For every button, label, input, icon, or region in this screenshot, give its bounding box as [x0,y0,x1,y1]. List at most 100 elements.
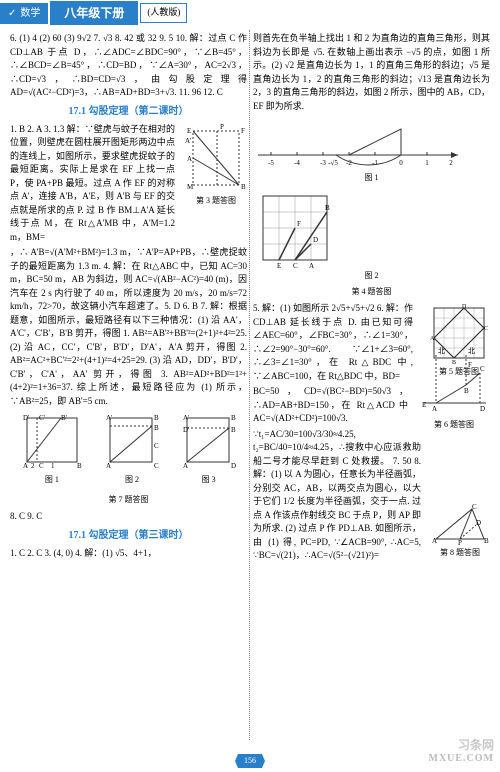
svg-text:A: A [183,462,188,470]
left-column: 6. (1) 4 (2) 60 (3) 9√2 7. √3 8. 42 或 32… [10,32,247,565]
svg-text:C: C [484,326,488,332]
svg-text:B': B' [231,414,236,422]
svg-text:A: A [309,262,314,268]
svg-text:B': B' [61,414,67,422]
svg-text:A: A [187,155,192,163]
svg-text:C: C [472,503,477,511]
svg-text:D: D [476,519,481,527]
svg-text:A: A [432,405,437,413]
svg-text:C': C' [39,414,45,422]
figure-6: 北北 AE BF CD 第 6 题答图 [418,345,490,435]
svg-text:1: 1 [51,462,55,470]
svg-text:A': A' [106,414,112,422]
fig3-svg: E F P A M B A' [185,123,247,193]
svg-text:B: B [231,426,236,434]
svg-text:A: A [106,462,111,470]
svg-text:B': B' [154,414,159,422]
answer-block-2b: ，∴ A'B=√(A'M²+BM²)=1.3 m，∵A'P=AP+PB，∴壁虎捉… [10,246,247,408]
fig7-label-3: 图 3 [181,474,236,486]
svg-text:A: A [430,336,435,342]
svg-text:B: B [154,424,159,432]
svg-text:D': D' [23,414,29,422]
svg-text:B: B [484,537,489,545]
fig2-caption: 图 2 [253,270,490,282]
right-block-1: 则首先在负半轴上找出 1 和 2 为直角边的直角三角形，则其斜边为长即是 √5.… [253,32,490,113]
svg-text:A: A [23,462,28,470]
svg-text:B: B [241,183,246,191]
fig7-label-1: 图 1 [21,474,83,486]
answer-block-3: 8. C 9. C [10,510,247,524]
svg-text:P: P [220,123,224,131]
svg-text:F: F [241,127,245,135]
fig7-panel-3: A' B' B D' A D 图 3 [181,412,236,490]
fig8-caption: 第 8 题答图 [430,547,490,559]
svg-text:-2: -2 [346,159,352,167]
fig4-caption: 第 4 题答图 [253,286,490,298]
figure-3: E F P A M B A' 第 3 题答图 [185,123,247,211]
page-header: ✓ 数学 八年级下册 (人教版) [0,0,500,26]
fig7-caption: 第 7 题答图 [10,494,247,506]
book-title: 八年级下册 [50,1,138,25]
svg-text:A: A [432,537,437,545]
svg-text:C: C [293,262,298,268]
watermark-url: MXUE.COM [429,751,495,766]
svg-text:北: 北 [468,347,475,355]
svg-text:-5: -5 [268,159,274,167]
fig1-caption: 图 1 [253,172,490,184]
svg-text:M: M [187,183,194,191]
brand-text: 数学 [20,6,40,21]
right-block-2b: BC=50，CD=√(BC²−BD²)=50√3，∴AD=AB+BD=150，在… [253,385,408,426]
svg-text:C: C [480,365,485,373]
figure-1: -5 -4 -3-√5 -2 -1 0 1 2 图 1 [253,115,490,184]
check-icon: ✓ [8,6,16,21]
svg-text:E: E [187,127,191,135]
svg-text:1: 1 [425,159,429,167]
figure-8: A B C P D 第 8 题答图 [430,503,490,563]
section-title-2: 17.1 勾股定理（第三课时） [10,528,247,543]
svg-text:F: F [468,361,472,369]
right-block-2a: 5. 解：(1) 如图所示 2√5+√5+√2 6. 解：作 CD⊥AB 延长线… [253,302,413,383]
svg-text:-3: -3 [320,159,326,167]
svg-text:B: B [464,387,469,395]
svg-text:0: 0 [399,159,403,167]
svg-text:A': A' [183,414,189,422]
svg-text:E: E [422,401,426,409]
svg-text:B: B [325,204,330,212]
svg-text:北: 北 [438,347,445,355]
section-title-1: 17.1 勾股定理（第二课时） [10,104,247,119]
svg-text:A': A' [185,137,191,145]
svg-text:P: P [458,539,462,545]
brand-badge: ✓ 数学 [0,3,48,24]
svg-text:2: 2 [31,462,35,470]
svg-text:D: D [313,236,318,244]
column-divider [249,30,250,740]
svg-text:D: D [480,405,485,413]
svg-text:C': C' [154,442,159,450]
svg-text:C: C [39,462,44,470]
fig7-panel-2: A' B' B C' A C 图 2 [104,412,159,490]
right-block-3: ∵t₁=AC/30=100√3/30≈4.25, t₂=BC/40=10/4≈4… [253,428,421,563]
answer-block-4: 1. C 2. C 3. (4, 0) 4. 解：(1) √5、4+1， [10,547,247,561]
fig7-label-2: 图 2 [104,474,159,486]
svg-text:D: D [462,304,467,310]
svg-text:B: B [77,462,82,470]
svg-text:2: 2 [449,159,453,167]
fig7-panel-1: D' C' B' A 2C 1 B 图 1 [21,412,83,490]
figure-7-group: D'C' B'A 2C 1B 图 1 A'B' BC' AC 图 2 [10,412,247,490]
figure-2: A B C D E F 图 2 第 4 题答图 [253,188,490,298]
right-column: 则首先在负半轴上找出 1 和 2 为直角边的直角三角形，则其斜边为长即是 √5.… [253,32,490,565]
svg-text:F: F [297,220,301,228]
svg-text:E: E [277,262,281,268]
svg-text:-4: -4 [294,159,300,167]
answer-block-1: 6. (1) 4 (2) 60 (3) 9√2 7. √3 8. 42 或 32… [10,32,247,100]
fig3-caption: 第 3 题答图 [185,195,247,207]
svg-text:-1: -1 [372,159,378,167]
svg-text:D': D' [183,426,189,434]
svg-text:C: C [154,462,159,470]
main-content: 6. (1) 4 (2) 60 (3) 9√2 7. √3 8. 42 或 32… [0,32,500,565]
edition-label: (人教版) [140,3,187,23]
page-number: 156 [235,754,265,768]
svg-text:D: D [231,462,236,470]
svg-text:-√5: -√5 [328,159,338,167]
answer-block-2a: 1. B 2. A 3. 1.3 解：∵壁虎与蚊子在相对的位置，则壁虎在圆柱展开… [10,123,175,245]
